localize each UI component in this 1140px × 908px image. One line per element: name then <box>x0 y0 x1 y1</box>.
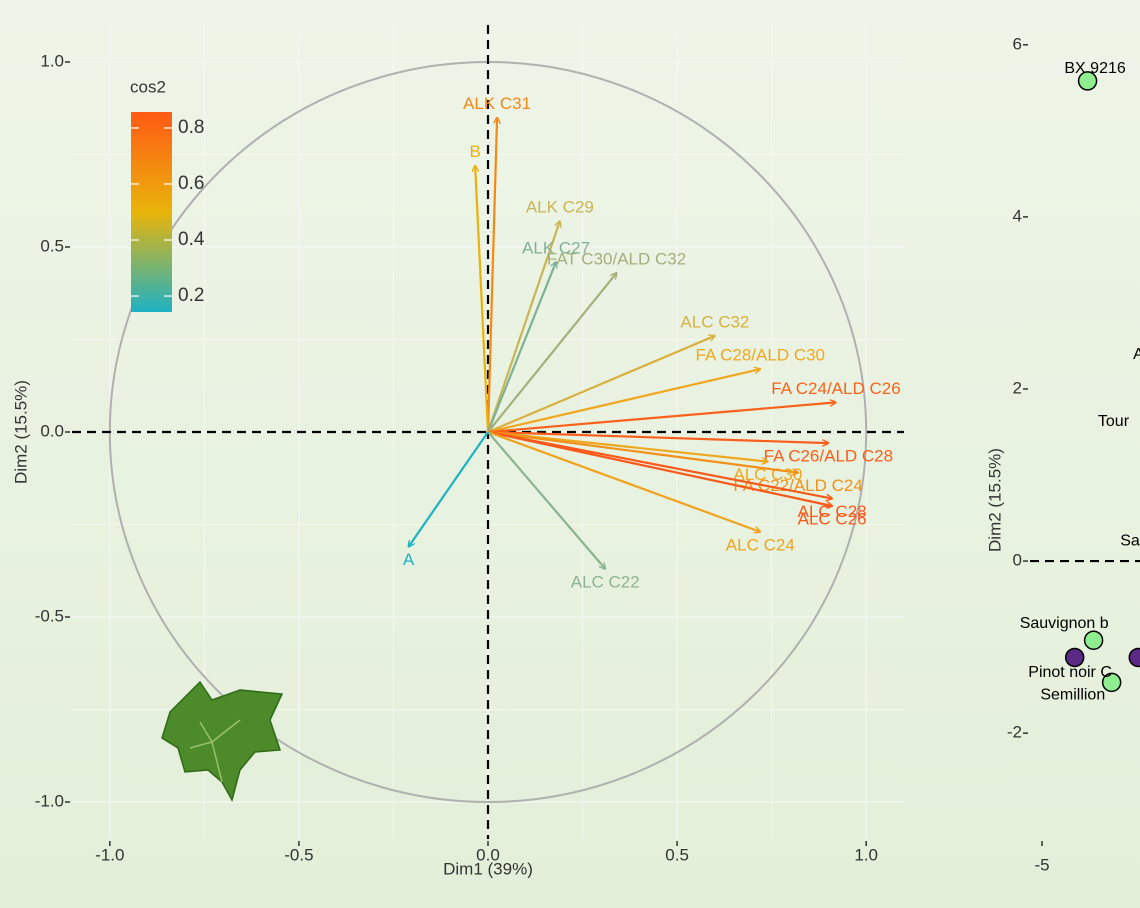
arrow <box>475 166 490 433</box>
y-tick-label: 0.5 <box>40 236 64 255</box>
point-label: A <box>1133 346 1140 363</box>
x-tick-label: 0.5 <box>665 845 689 864</box>
arrow-label: FA C26/ALD C28 <box>764 447 893 466</box>
arrow <box>487 431 605 569</box>
point-label: Sauvignon b <box>1020 615 1109 632</box>
y-tick-label: 6 <box>1013 34 1022 53</box>
arrow-label: ALK C27 <box>522 238 590 257</box>
y-axis-label: Dim2 (15.5%) <box>985 448 1004 552</box>
x-tick-label: -0.5 <box>284 845 313 864</box>
arrow-label: A <box>403 550 415 569</box>
y-tick-label: -1.0 <box>35 791 64 810</box>
arrow <box>409 431 489 547</box>
y-axis-label: Dim2 (15.5%) <box>11 380 30 484</box>
legend-title: cos2 <box>130 77 166 96</box>
arrow-label: ALC C22 <box>571 572 640 591</box>
point-label: Tour <box>1098 413 1130 430</box>
arrow-label: ALC C30 <box>733 465 802 484</box>
point <box>1083 630 1104 650</box>
x-tick-label: -1.0 <box>95 845 124 864</box>
x-tick-label: 0.0 <box>476 845 500 864</box>
point-label: Pinot noir C <box>1028 664 1112 681</box>
individuals-plot: -2 0 2 4 6 -5 Dim2 (15.5%) BX 9216 A Tour Sa Sauvig… <box>985 34 1140 874</box>
arrow-label: ALC C24 <box>726 535 795 554</box>
point-label: BX 9216 <box>1064 60 1125 77</box>
y-tick-label: 0 <box>1013 551 1022 570</box>
arrow <box>487 402 836 434</box>
point <box>1064 647 1085 668</box>
colorbar <box>131 112 172 312</box>
leaf-image <box>161 680 284 802</box>
y-tick-label: 0.0 <box>40 421 64 440</box>
arrow <box>486 221 560 433</box>
legend-label: 0.4 <box>178 229 205 250</box>
arrow-label: FA C22/ALD C24 <box>733 476 862 495</box>
arrow <box>487 430 832 499</box>
variables-plot: -1.0 -0.5 0.0 0.5 1.0 -1.0 -0.5 0.0 0.5 1.0 ALK C3… <box>11 25 904 878</box>
y-tick-label: -0.5 <box>35 606 64 625</box>
arrow <box>487 430 832 506</box>
arrow <box>486 262 556 433</box>
arrow-label: ALC C32 <box>680 312 749 331</box>
y-tick-label: 1.0 <box>40 51 64 70</box>
arrow <box>487 336 715 434</box>
arrow <box>487 430 798 473</box>
arrow-label: FA C28/ALD C30 <box>696 346 825 365</box>
x-axis-label: Dim1 (39%) <box>443 859 533 878</box>
arrow-label: ALK C31 <box>463 94 531 113</box>
arrow <box>486 118 497 433</box>
legend-label: 0.6 <box>178 173 204 194</box>
arrow-label: ALC C28 <box>798 502 867 521</box>
arrow-label: B <box>469 142 480 161</box>
point-label: Semillion <box>1040 687 1105 704</box>
arrow <box>487 273 617 433</box>
arrow-label: ALC C26 <box>798 509 867 528</box>
legend-label: 0.8 <box>178 117 204 138</box>
point-label: Sa <box>1120 532 1140 549</box>
point <box>1101 672 1122 693</box>
point <box>1077 71 1098 91</box>
y-tick-label: 2 <box>1013 378 1022 397</box>
arrow-label: FAT C30/ALD C32 <box>547 249 686 268</box>
leaf-veins <box>189 719 241 783</box>
x-tick-label: 1.0 <box>854 845 878 864</box>
arrow <box>487 430 768 462</box>
point <box>1128 647 1140 668</box>
y-tick-label: -2 <box>1007 723 1022 742</box>
x-tick-label: -5 <box>1034 855 1049 874</box>
arrow-label: FA C24/ALD C26 <box>771 379 900 398</box>
arrow <box>487 430 760 532</box>
legend-label: 0.2 <box>178 285 204 306</box>
arrow <box>487 430 828 443</box>
y-tick-label: 4 <box>1013 206 1022 225</box>
arrow <box>487 369 760 434</box>
arrow-label: ALK C29 <box>526 198 594 217</box>
